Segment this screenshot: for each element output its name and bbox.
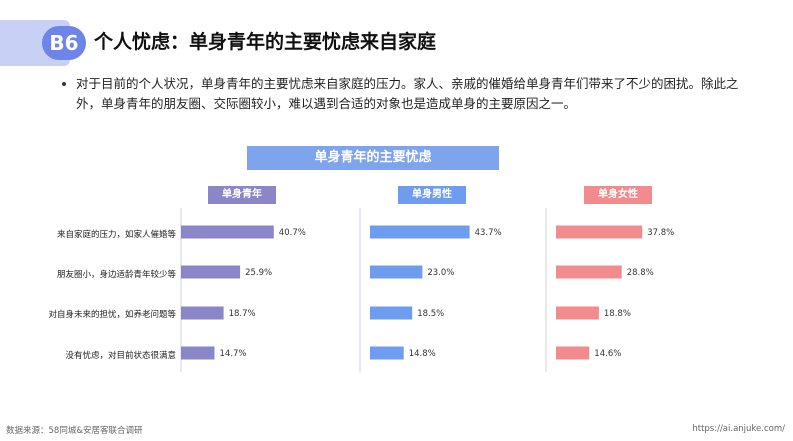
data-label-female: 37.8% <box>647 228 674 238</box>
section-badge: B6 <box>42 26 86 60</box>
data-label-female: 14.6% <box>594 349 621 359</box>
category-label: 对自身未来的担忧，如养老问题等 <box>48 310 176 320</box>
source-url: https://ai.anjuke.com/ <box>692 424 785 434</box>
page-title: 个人忧虑：单身青年的主要忧虑来自家庭 <box>94 31 437 53</box>
bar-youth <box>181 346 215 360</box>
bar-female <box>556 306 599 320</box>
data-label-youth: 25.9% <box>245 268 272 278</box>
bar-male <box>370 265 423 279</box>
panel-title-female: 单身女性 <box>584 186 652 204</box>
panel-title-youth: 单身青年 <box>208 186 276 204</box>
data-label-female: 28.8% <box>627 268 654 278</box>
data-label-male: 14.8% <box>409 349 436 359</box>
bar-male <box>370 225 470 239</box>
data-label-youth: 14.7% <box>220 349 247 359</box>
category-label: 朋友圈小，身边适龄青年较少等 <box>56 270 176 280</box>
bar-youth <box>181 265 241 279</box>
data-label-male: 23.0% <box>427 268 454 278</box>
bar-female <box>556 346 590 360</box>
bar-female <box>556 225 643 239</box>
panel-title-male: 单身男性 <box>398 186 466 204</box>
data-source: 数据来源：58同城&安居客联合调研 <box>6 426 143 436</box>
data-label-youth: 40.7% <box>279 228 306 238</box>
data-label-male: 43.7% <box>475 228 502 238</box>
bar-female <box>556 265 622 279</box>
chart-title: 单身青年的主要忧虑 <box>247 146 499 170</box>
bullet-icon <box>62 82 66 86</box>
bar-male <box>370 306 413 320</box>
bullet-text: 对于目前的个人状况，单身青年的主要忧虑来自家庭的压力。家人、亲戚的催婚给单身青年… <box>76 76 739 111</box>
category-label: 来自家庭的压力，如家人催婚等 <box>56 230 176 240</box>
bar-youth <box>181 225 274 239</box>
bar-male <box>370 346 404 360</box>
data-label-youth: 18.7% <box>229 309 256 319</box>
category-label: 没有忧虑，对目前状态很满意 <box>65 351 176 361</box>
data-label-female: 18.8% <box>604 309 631 319</box>
data-label-male: 18.5% <box>417 309 444 319</box>
bar-youth <box>181 306 224 320</box>
